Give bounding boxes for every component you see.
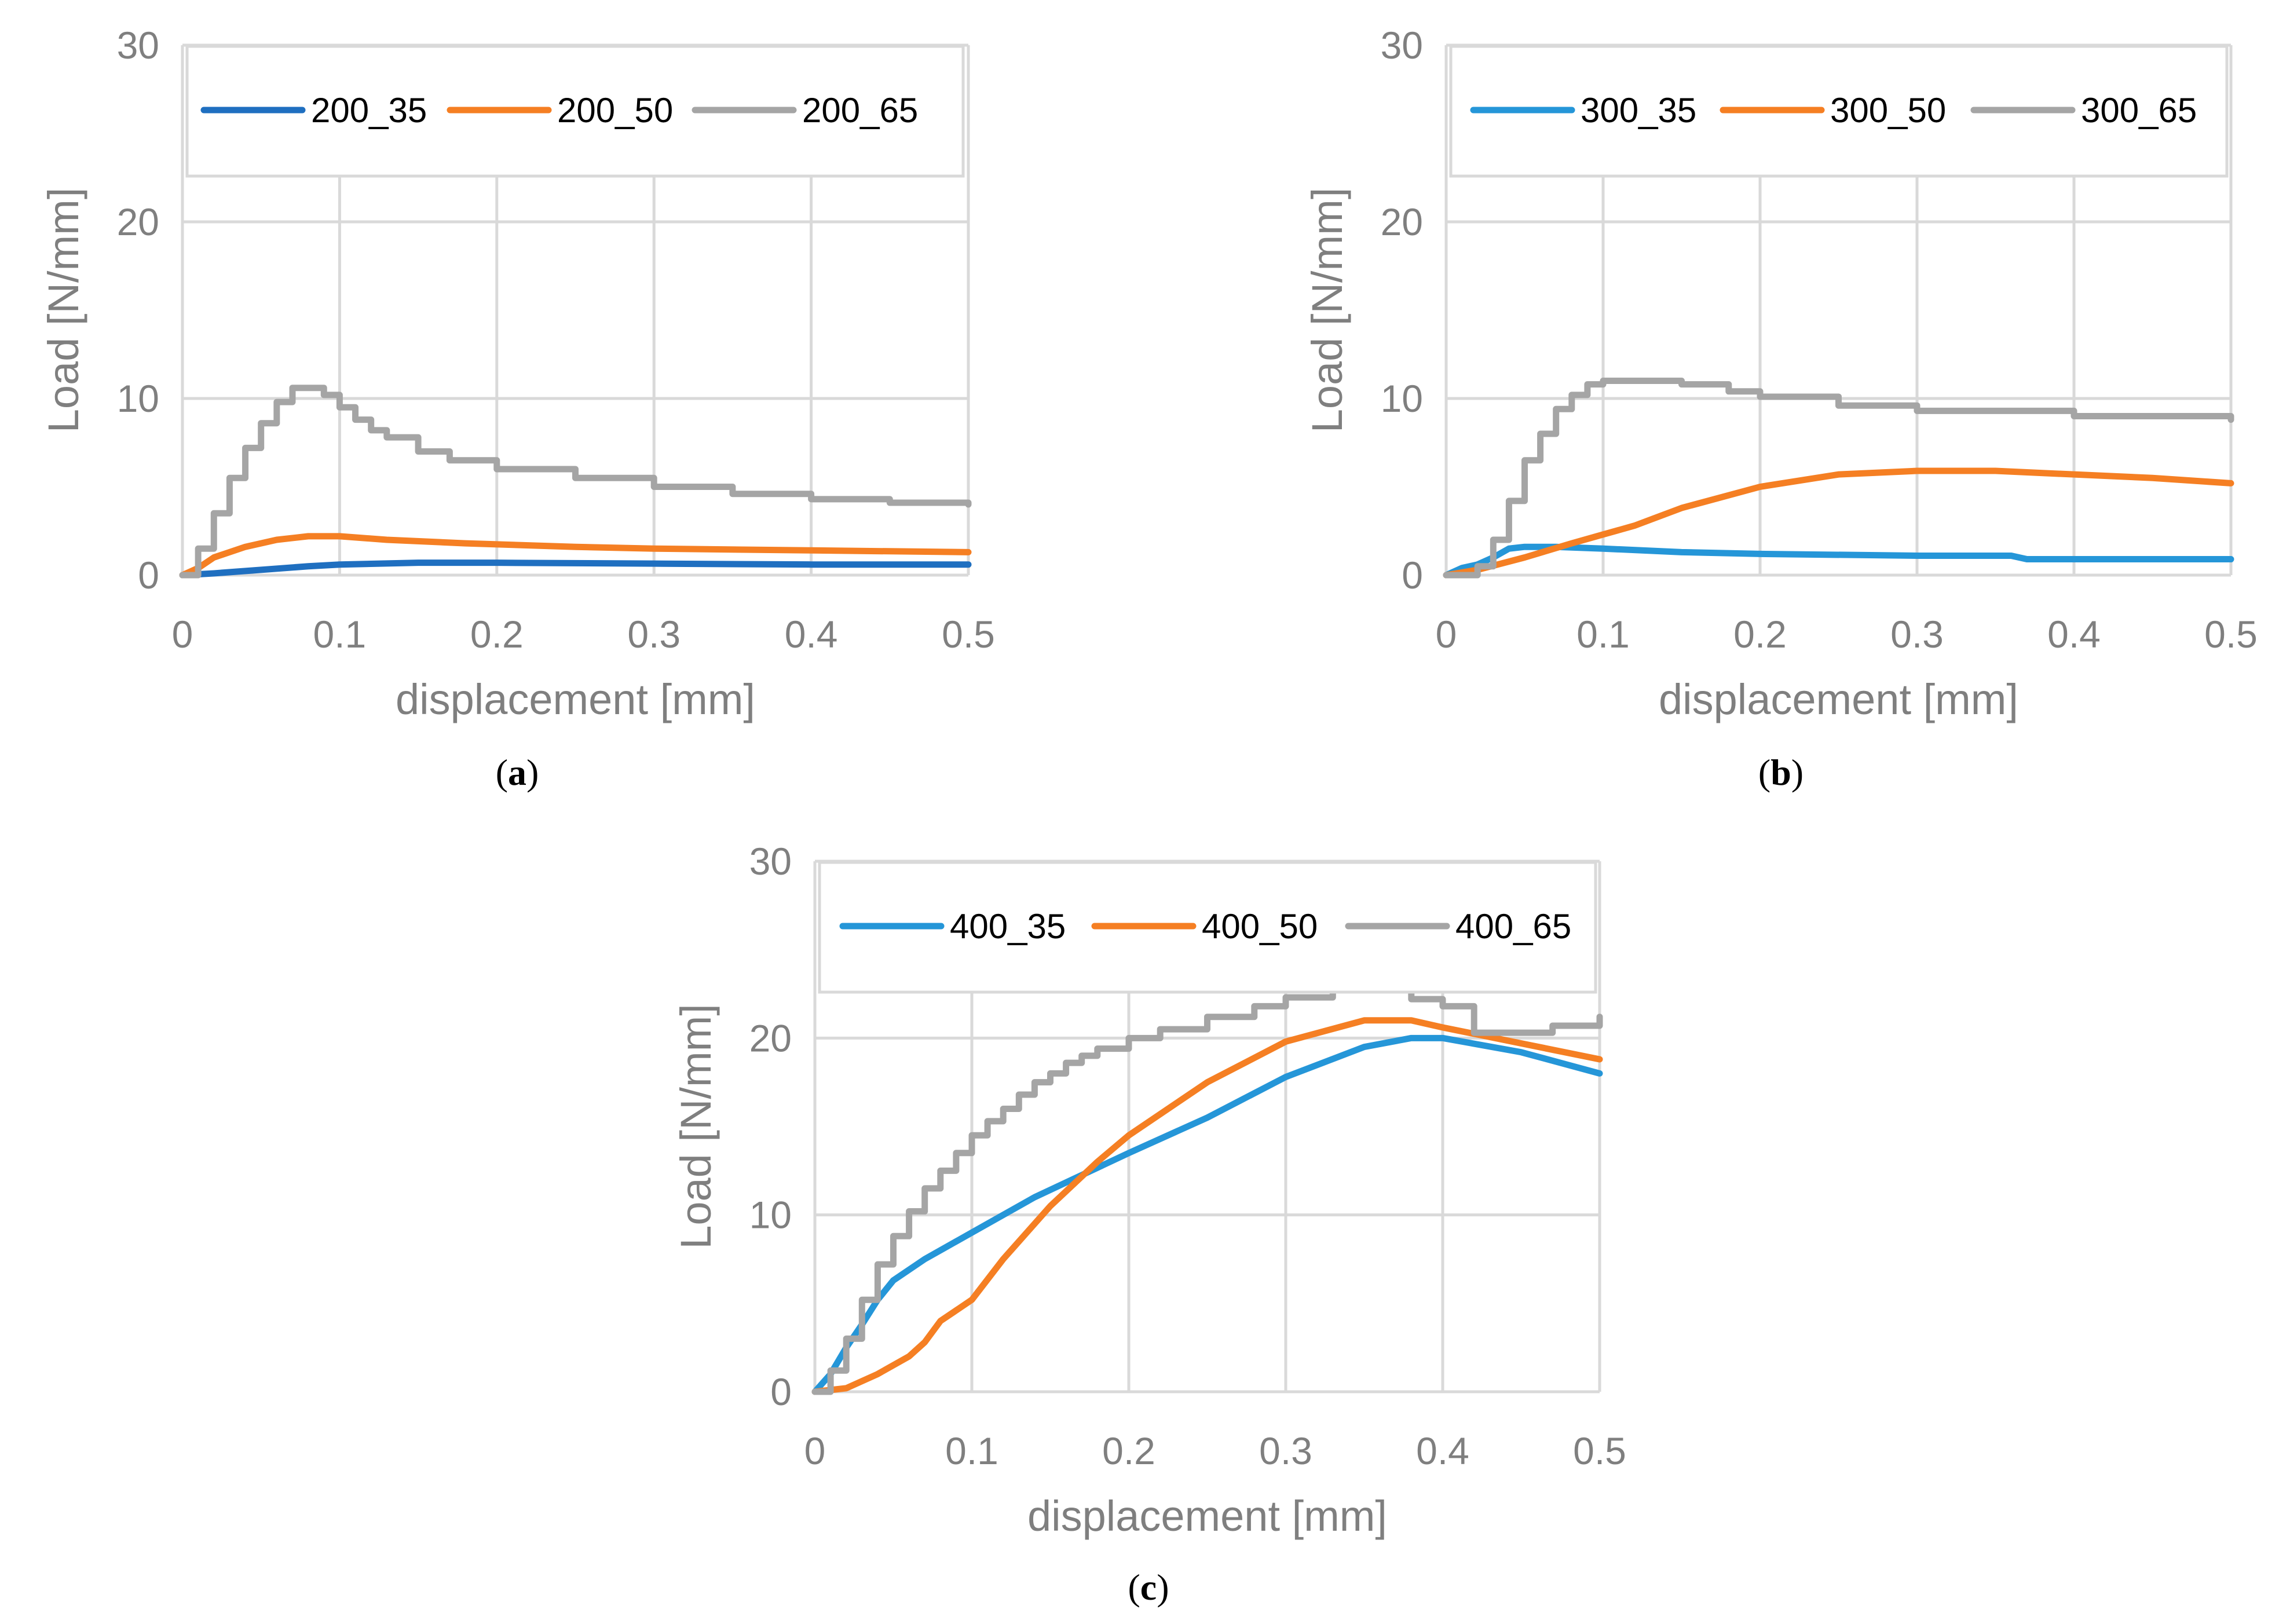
x-tick-label: 0.5 [1573, 1429, 1626, 1472]
caption-letter: c [1140, 1567, 1157, 1608]
y-axis-label: Load [N/mm] [1303, 188, 1351, 433]
caption-paren-close: ) [1157, 1567, 1169, 1608]
x-tick-label: 0.1 [313, 613, 367, 656]
x-tick-label: 0.1 [945, 1429, 998, 1472]
series-line-200_65 [179, 385, 972, 579]
y-axis-label: Load [N/mm] [39, 188, 87, 433]
x-axis-label: displacement [mm] [396, 675, 755, 723]
legend-box [1449, 45, 2229, 178]
legend-box [185, 45, 965, 178]
caption-letter: b [1770, 752, 1791, 793]
legend-label: 200_65 [802, 91, 918, 130]
series-line-200_35 [179, 559, 972, 579]
caption-paren-open: ( [1758, 752, 1770, 793]
legend-label: 200_50 [557, 91, 673, 130]
y-tick-label: 10 [117, 377, 159, 420]
x-tick-label: 0.3 [1259, 1429, 1312, 1472]
legend-label: 300_65 [2081, 91, 2197, 130]
legend: 400_35 400_50 400_65 [818, 861, 1597, 994]
y-tick-label: 0 [1402, 554, 1423, 597]
y-tick-label: 10 [749, 1194, 792, 1237]
y-tick-label: 20 [1381, 200, 1423, 243]
y-tick-label: 20 [749, 1016, 792, 1059]
x-tick-label: 0 [172, 613, 193, 656]
panel-caption: (c) [1128, 1567, 1169, 1608]
series-line-300_50 [1443, 467, 2234, 579]
y-tick-label: 0 [770, 1370, 792, 1413]
legend: 300_35 300_50 300_65 [1449, 45, 2229, 178]
chart-panel-c: 0 0.1 0.2 0.3 0.4 0.5 0 10 20 30 displacement [mm]… [672, 840, 1626, 1608]
caption-paren-close: ) [1791, 752, 1804, 793]
x-tick-label: 0.3 [627, 613, 681, 656]
y-tick-label: 0 [138, 554, 159, 597]
x-tick-label: 0.4 [785, 613, 838, 656]
legend-label: 300_50 [1830, 91, 1946, 130]
series-line-300_65 [1443, 378, 2234, 579]
x-tick-label: 0.2 [1102, 1429, 1155, 1472]
caption-paren-open: ( [1128, 1567, 1140, 1608]
x-tick-label: 0.4 [1416, 1429, 1469, 1472]
y-axis-label: Load [N/mm] [672, 1004, 720, 1249]
caption-paren-close: ) [526, 752, 539, 793]
x-tick-label: 0.5 [942, 613, 995, 656]
legend-label: 400_50 [1202, 907, 1318, 946]
x-tick-label: 0.1 [1576, 613, 1630, 656]
chart-panel-b: 0 0.1 0.2 0.3 0.4 0.5 0 10 20 30 displacement [mm]… [1303, 24, 2258, 793]
panel-caption: (b) [1758, 752, 1804, 793]
panel-caption: (a) [496, 752, 539, 793]
x-axis-label: displacement [mm] [1027, 1492, 1387, 1540]
legend: 200_35 200_50 200_65 [185, 45, 965, 178]
series-line-300_35 [1443, 543, 2234, 579]
x-tick-label: 0.2 [1733, 613, 1787, 656]
series-line-400_50 [811, 1017, 1603, 1395]
x-tick-label: 0.2 [470, 613, 524, 656]
legend-label: 300_35 [1581, 91, 1696, 130]
x-axis-label: displacement [mm] [1659, 675, 2018, 723]
y-tick-label: 30 [1381, 24, 1423, 67]
caption-letter: a [508, 752, 526, 793]
legend-label: 200_35 [311, 91, 427, 130]
chart-panel-a: 0 0.1 0.2 0.3 0.4 0.5 0 10 20 30 displacement [mm]… [39, 24, 995, 793]
legend-label: 400_35 [950, 907, 1066, 946]
x-tick-label: 0 [804, 1429, 826, 1472]
x-tick-label: 0.3 [1890, 613, 1944, 656]
x-tick-label: 0.4 [2047, 613, 2101, 656]
x-tick-label: 0.5 [2204, 613, 2258, 656]
y-tick-label: 30 [749, 840, 792, 883]
legend-label: 400_65 [1455, 907, 1571, 946]
y-tick-label: 20 [117, 200, 159, 243]
series-line-200_50 [179, 533, 972, 579]
caption-paren-open: ( [496, 752, 508, 793]
series-line-400_35 [811, 1034, 1603, 1395]
y-tick-label: 30 [117, 24, 159, 67]
legend-box [818, 861, 1597, 994]
y-tick-label: 10 [1381, 377, 1423, 420]
x-tick-label: 0 [1436, 613, 1457, 656]
